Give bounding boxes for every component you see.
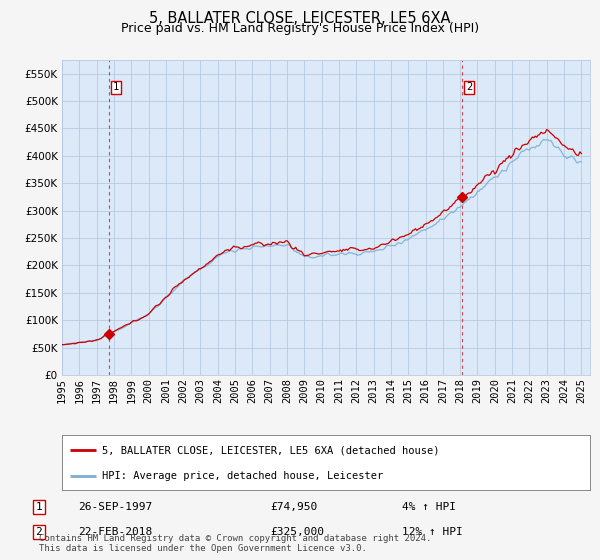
Text: 1: 1 [113,82,119,92]
Text: HPI: Average price, detached house, Leicester: HPI: Average price, detached house, Leic… [101,472,383,481]
Text: 26-SEP-1997: 26-SEP-1997 [78,502,152,512]
Text: 12% ↑ HPI: 12% ↑ HPI [402,527,463,537]
Text: 2: 2 [466,82,472,92]
Text: Price paid vs. HM Land Registry's House Price Index (HPI): Price paid vs. HM Land Registry's House … [121,22,479,35]
Text: 5, BALLATER CLOSE, LEICESTER, LE5 6XA: 5, BALLATER CLOSE, LEICESTER, LE5 6XA [149,11,451,26]
Text: £74,950: £74,950 [270,502,317,512]
Text: Contains HM Land Registry data © Crown copyright and database right 2024.
This d: Contains HM Land Registry data © Crown c… [39,534,431,553]
Text: 1: 1 [35,502,43,512]
Text: £325,000: £325,000 [270,527,324,537]
Text: 5, BALLATER CLOSE, LEICESTER, LE5 6XA (detached house): 5, BALLATER CLOSE, LEICESTER, LE5 6XA (d… [101,445,439,455]
Text: 4% ↑ HPI: 4% ↑ HPI [402,502,456,512]
Text: 22-FEB-2018: 22-FEB-2018 [78,527,152,537]
Text: 2: 2 [35,527,43,537]
